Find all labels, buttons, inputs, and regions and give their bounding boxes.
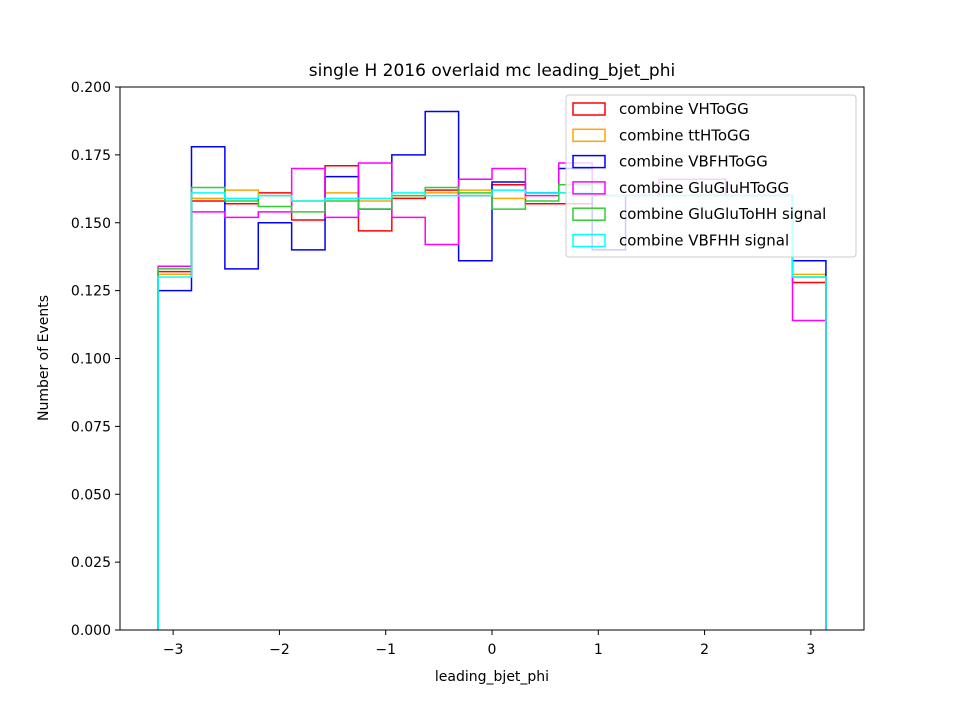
legend: combine VHToGG combine ttHToGG combine VBF… xyxy=(565,94,857,258)
y-tick-label: 0.075 xyxy=(71,419,111,435)
legend-label: combine GluGluHToGG xyxy=(619,179,789,197)
x-tick-label: −3 xyxy=(163,642,184,658)
y-tick-label: 0.025 xyxy=(71,555,111,571)
x-tick-label: 3 xyxy=(806,642,815,658)
x-axis-label: leading_bjet_phi xyxy=(435,669,549,685)
legend-label: combine GluGluToHH signal xyxy=(619,205,826,223)
y-tick-label: 0.125 xyxy=(71,284,111,300)
legend-swatch xyxy=(572,233,606,248)
legend-swatch xyxy=(572,181,606,195)
y-axis: 0.000 0.025 0.050 0.075 0.100 0.125 0.150 0.175… xyxy=(71,80,120,639)
x-tick-label: 2 xyxy=(700,642,709,658)
legend-swatch xyxy=(572,102,606,116)
legend-swatch xyxy=(572,128,606,143)
y-tick-label: 0.150 xyxy=(71,216,111,232)
legend-label: combine VHToGG xyxy=(619,100,749,118)
y-axis-label: Number of Events xyxy=(36,295,52,421)
y-tick-label: 0.000 xyxy=(71,623,111,639)
legend-label: combine ttHToGG xyxy=(619,126,750,144)
legend-box xyxy=(565,94,857,258)
y-tick-label: 0.200 xyxy=(71,80,111,96)
y-tick-label: 0.100 xyxy=(71,352,111,368)
legend-label: combine VBFHH signal xyxy=(619,232,789,250)
y-tick-label: 0.050 xyxy=(71,487,111,503)
legend-swatch xyxy=(572,207,606,221)
x-tick-label: −2 xyxy=(269,642,290,658)
legend-label: combine VBFHToGG xyxy=(619,153,768,171)
x-axis: −3 −2 −1 0 1 2 3 xyxy=(163,630,815,658)
x-tick-label: 1 xyxy=(594,642,603,658)
y-tick-label: 0.175 xyxy=(71,148,111,164)
chart-title: single H 2016 overlaid mc leading_bjet_p… xyxy=(309,61,675,81)
x-tick-label: −1 xyxy=(375,642,396,658)
legend-swatch xyxy=(572,154,606,169)
x-tick-label: 0 xyxy=(488,642,497,658)
